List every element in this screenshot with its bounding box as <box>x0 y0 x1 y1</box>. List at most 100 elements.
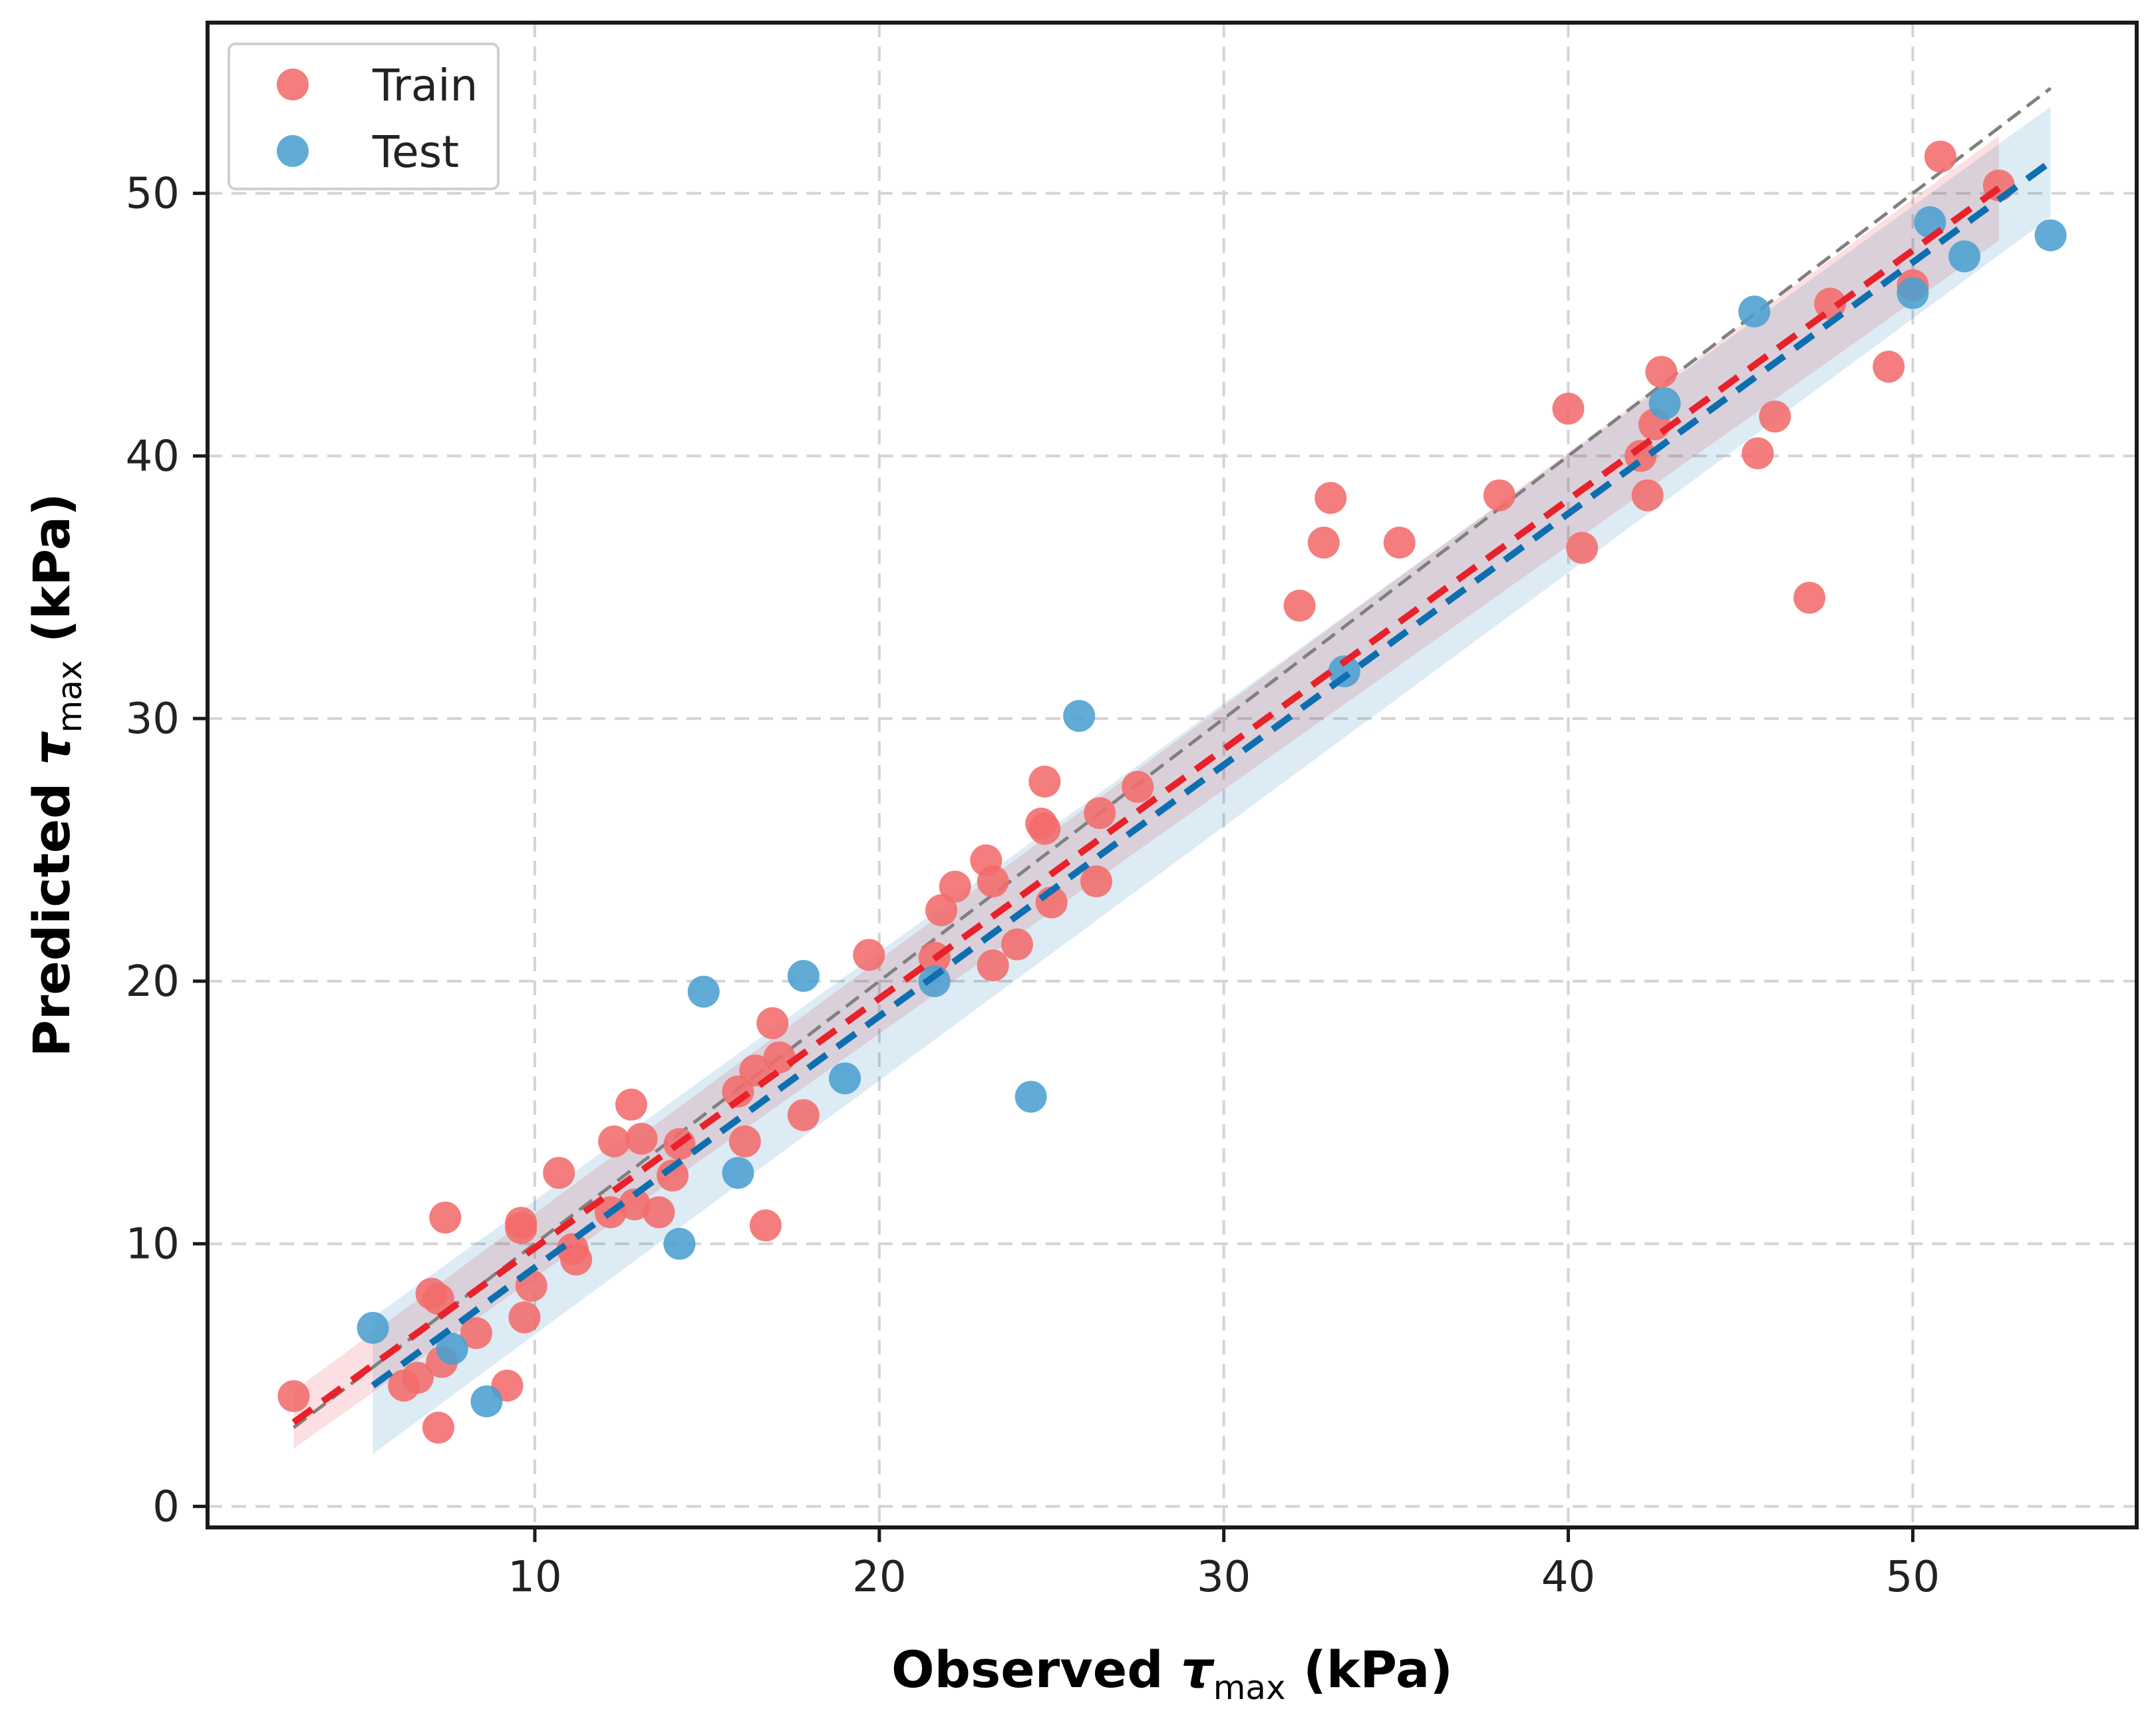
legend-label-test: Test <box>372 126 459 178</box>
x-axis-title: Observed τmax (kPa) <box>891 1640 1453 1707</box>
point-train <box>401 1361 434 1394</box>
point-train <box>853 939 885 971</box>
fit-lines <box>291 159 2053 1426</box>
point-train <box>1742 437 1774 470</box>
point-train <box>277 1380 310 1412</box>
y-tick-label: 20 <box>126 957 180 1007</box>
point-train <box>787 1099 820 1132</box>
point-train <box>1383 526 1416 559</box>
point-test <box>722 1157 754 1189</box>
point-train <box>1084 797 1116 830</box>
point-test <box>829 1062 861 1094</box>
point-train <box>643 1196 675 1229</box>
point-train <box>508 1301 541 1334</box>
point-train <box>728 1125 761 1158</box>
point-test <box>357 1311 389 1344</box>
point-train <box>1314 482 1347 514</box>
point-train <box>749 1209 782 1242</box>
point-train <box>1028 812 1061 845</box>
legend-label-train: Train <box>372 60 478 111</box>
point-train <box>1122 770 1154 803</box>
point-test <box>1648 387 1681 420</box>
y-axis-title-symbol: τ <box>22 731 81 765</box>
point-train <box>1759 400 1791 433</box>
identity-line <box>292 86 2052 1429</box>
point-train <box>615 1088 647 1121</box>
point-test <box>1948 240 1981 273</box>
point-train <box>977 865 1009 897</box>
point-train <box>1924 140 1956 173</box>
point-train <box>1307 526 1340 559</box>
point-train <box>422 1283 454 1315</box>
y-tick-label: 40 <box>126 432 180 481</box>
point-test <box>1738 295 1771 328</box>
point-train <box>657 1160 689 1192</box>
fit-line-train <box>291 185 2001 1426</box>
point-test <box>663 1227 696 1260</box>
point-test <box>1063 700 1096 732</box>
point-train <box>722 1075 754 1108</box>
point-train <box>1814 287 1847 320</box>
point-test <box>436 1333 468 1365</box>
point-test <box>1014 1080 1047 1113</box>
point-test <box>470 1385 503 1418</box>
y-axis-title-subscript: max <box>51 661 89 733</box>
point-train <box>556 1233 589 1265</box>
y-axis-title-prefix: Predicted <box>22 765 81 1057</box>
x-tick-label: 10 <box>508 1553 561 1602</box>
x-axis-title-subscript: max <box>1213 1668 1286 1707</box>
y-tick-label: 0 <box>152 1482 180 1531</box>
point-train <box>939 870 971 903</box>
y-axis-title-suffix: (kPa) <box>22 493 81 660</box>
x-tick-label: 30 <box>1197 1553 1251 1602</box>
y-axis-title: Predicted τmax (kPa) <box>22 493 89 1057</box>
point-train <box>925 894 958 927</box>
point-train <box>619 1188 651 1221</box>
point-test <box>787 959 820 992</box>
legend-marker-train <box>277 69 309 100</box>
point-train <box>1873 351 1905 383</box>
grid-lines <box>208 23 2137 1527</box>
x-axis-title-suffix: (kPa) <box>1286 1640 1453 1699</box>
plot-border <box>206 21 2139 1529</box>
point-train <box>1283 589 1316 622</box>
point-train <box>1566 532 1599 564</box>
point-train <box>460 1317 492 1349</box>
point-train <box>598 1125 631 1158</box>
point-train <box>1631 479 1664 512</box>
point-train <box>756 1007 789 1040</box>
point-train <box>1080 865 1113 897</box>
x-tick-label: 50 <box>1886 1553 1940 1602</box>
legend: Train Test <box>228 43 500 190</box>
point-train <box>1552 392 1585 425</box>
x-axis-title-symbol: τ <box>1181 1640 1215 1699</box>
x-axis-title-prefix: Observed <box>891 1640 1181 1699</box>
identity-line-group <box>292 86 2052 1429</box>
y-tick-label: 30 <box>126 695 180 744</box>
point-train <box>625 1122 658 1155</box>
y-tick-label: 10 <box>126 1220 180 1269</box>
x-tick-label: 20 <box>852 1553 906 1602</box>
point-train <box>977 949 1009 982</box>
point-test <box>687 975 720 1008</box>
point-train <box>1645 356 1678 389</box>
point-train <box>422 1411 454 1444</box>
point-test <box>2034 219 2067 251</box>
point-train <box>1483 479 1515 512</box>
x-tick-label: 40 <box>1541 1553 1595 1602</box>
plot-frame <box>206 21 2139 1529</box>
point-test <box>1897 277 1929 309</box>
fit-line-test <box>371 159 2053 1388</box>
point-train <box>1001 928 1033 961</box>
y-tick-label: 50 <box>126 170 180 219</box>
axis-labels: Observed τmax (kPa)Predicted τmax (kPa) <box>22 493 1453 1707</box>
point-train <box>543 1157 575 1189</box>
point-train <box>505 1207 538 1239</box>
point-train <box>763 1041 796 1074</box>
axis-ticks: 10 20 30 40 50 0 10 20 30 40 50 <box>126 170 1940 1602</box>
point-train <box>1028 765 1061 798</box>
point-train <box>429 1201 462 1234</box>
